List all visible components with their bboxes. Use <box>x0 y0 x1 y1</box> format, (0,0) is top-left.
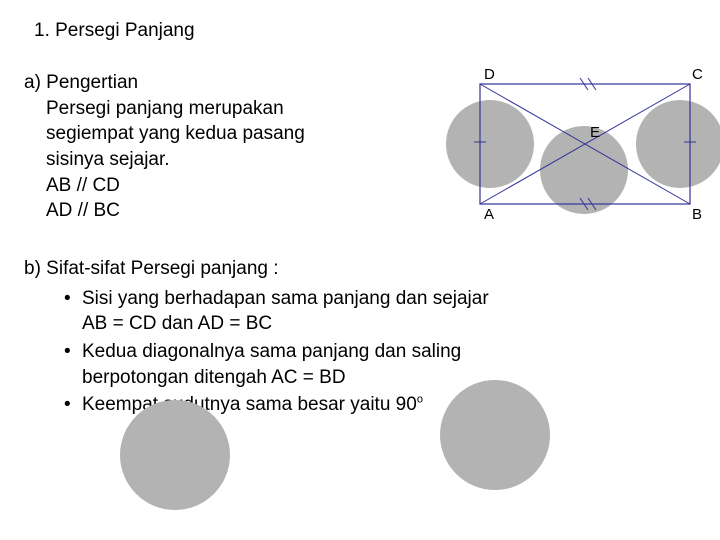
line: Kedua diagonalnya sama panjang dan salin… <box>82 339 461 365</box>
rect-svg <box>444 74 704 234</box>
rectangle-diagram: D C A B E <box>444 74 696 234</box>
bg-circle <box>120 400 230 510</box>
bullet-text: Keempat sudutnya sama besar yaitu 90o <box>82 392 423 418</box>
line: AD // BC <box>46 198 444 224</box>
content-row: a) Pengertian Persegi panjang merupakan … <box>24 70 696 234</box>
center-label-e: E <box>590 124 600 141</box>
line: Persegi panjang merupakan <box>46 96 444 122</box>
page-title: 1. Persegi Panjang <box>34 20 696 42</box>
section-b-heading: b) Sifat-sifat Persegi panjang : <box>24 256 696 282</box>
bullet-dot: • <box>64 286 82 337</box>
line: segiempat yang kedua pasang <box>46 121 444 147</box>
section-a: a) Pengertian Persegi panjang merupakan … <box>24 70 444 224</box>
vertex-label-a: A <box>484 206 494 223</box>
bullet-item: • Sisi yang berhadapan sama panjang dan … <box>64 286 696 337</box>
section-b: b) Sifat-sifat Persegi panjang : • Sisi … <box>24 256 696 418</box>
bullet-list: • Sisi yang berhadapan sama panjang dan … <box>24 286 696 418</box>
degree-symbol: o <box>417 394 423 406</box>
bullet-text: Kedua diagonalnya sama panjang dan salin… <box>82 339 461 390</box>
line: Sisi yang berhadapan sama panjang dan se… <box>82 286 489 312</box>
line: AB = CD dan AD = BC <box>82 311 489 337</box>
bullet-dot: • <box>64 339 82 390</box>
section-a-body: Persegi panjang merupakan segiempat yang… <box>24 96 444 224</box>
line: Keempat sudutnya sama besar yaitu 90 <box>82 394 417 415</box>
vertex-label-c: C <box>692 66 703 83</box>
line: berpotongan ditengah AC = BD <box>82 365 461 391</box>
line: sisinya sejajar. <box>46 147 444 173</box>
vertex-label-b: B <box>692 206 702 223</box>
section-a-heading: a) Pengertian <box>24 70 444 96</box>
vertex-label-d: D <box>484 66 495 83</box>
bg-circle <box>440 380 550 490</box>
line: AB // CD <box>46 173 444 199</box>
bullet-item: • Kedua diagonalnya sama panjang dan sal… <box>64 339 696 390</box>
bullet-dot: • <box>64 392 82 418</box>
bullet-text: Sisi yang berhadapan sama panjang dan se… <box>82 286 489 337</box>
